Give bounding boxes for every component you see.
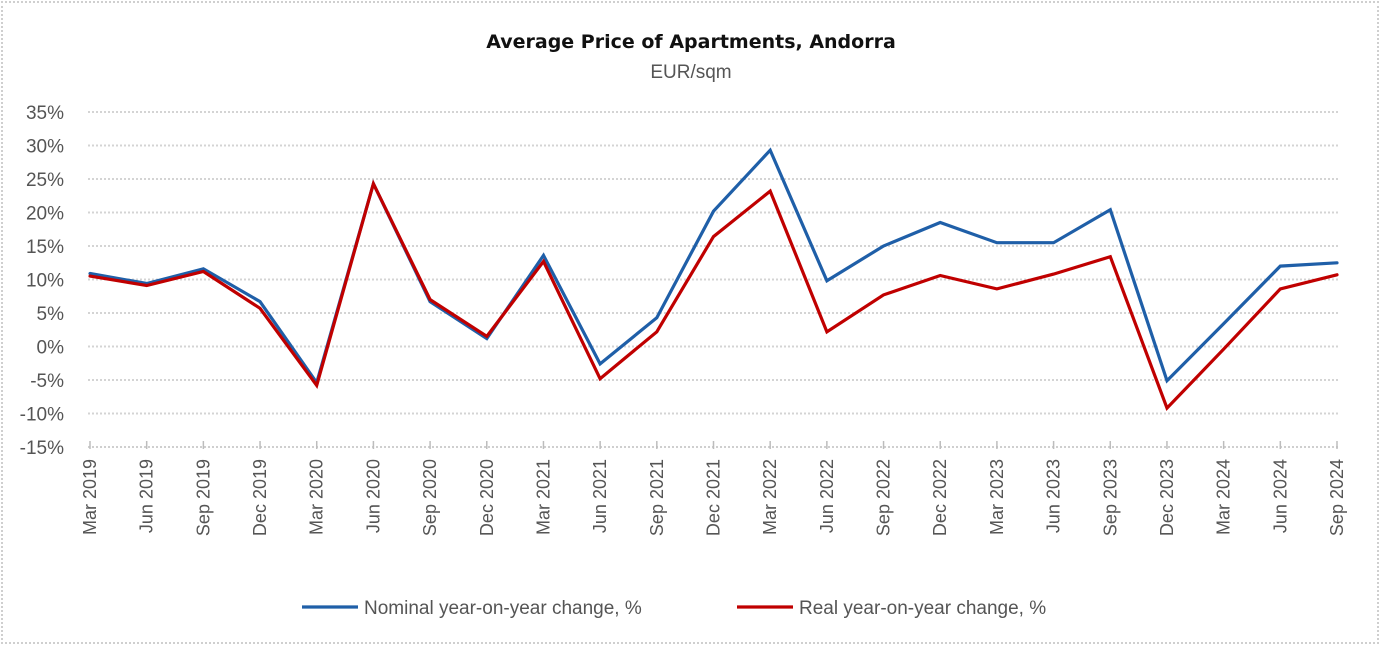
x-tick-label: Dec 2020 bbox=[477, 459, 497, 536]
y-tick-label: 20% bbox=[26, 204, 64, 225]
x-tick-label: Dec 2022 bbox=[930, 459, 950, 536]
y-tick-label: 5% bbox=[37, 304, 65, 325]
legend-label-nominal[interactable]: Nominal year-on-year change, % bbox=[364, 598, 642, 619]
x-tick-label: Mar 2023 bbox=[987, 459, 1007, 535]
x-tick-label: Dec 2023 bbox=[1157, 459, 1177, 536]
y-tick-label: -5% bbox=[30, 371, 64, 392]
x-tick-label: Jun 2023 bbox=[1044, 459, 1064, 533]
x-tick-label: Mar 2020 bbox=[307, 459, 327, 535]
series-line-nominal[interactable] bbox=[88, 147, 1339, 387]
x-tick-label: Sep 2023 bbox=[1100, 459, 1120, 536]
chart-subtitle: EUR/sqm bbox=[650, 62, 731, 83]
series-lines bbox=[88, 147, 1339, 412]
x-tick-label: Jun 2020 bbox=[363, 459, 383, 533]
y-tick-label: 25% bbox=[26, 170, 64, 191]
legend: Nominal year-on-year change, % Real year… bbox=[302, 598, 1046, 619]
y-tick-label: 35% bbox=[26, 103, 64, 124]
x-tick-label: Jun 2024 bbox=[1270, 459, 1290, 533]
series-line-real[interactable] bbox=[88, 179, 1339, 412]
x-tick-label: Mar 2019 bbox=[80, 459, 100, 535]
x-axis: Mar 2019 Jun 2019 Sep 2019 Dec 2019 Mar 2020… bbox=[80, 441, 1347, 536]
y-tick-label: -15% bbox=[20, 438, 64, 459]
gridlines bbox=[88, 111, 1340, 448]
x-tick-label: Sep 2020 bbox=[420, 459, 440, 536]
x-tick-label: Mar 2022 bbox=[760, 459, 780, 535]
x-tick-label: Sep 2022 bbox=[874, 459, 894, 536]
x-tick-label: Jun 2021 bbox=[590, 459, 610, 533]
x-tick-label: Jun 2019 bbox=[137, 459, 157, 533]
y-tick-label: 10% bbox=[26, 271, 64, 292]
x-tick-label: Dec 2019 bbox=[250, 459, 270, 536]
legend-label-real[interactable]: Real year-on-year change, % bbox=[799, 598, 1046, 619]
x-tick-label: Jun 2022 bbox=[817, 459, 837, 533]
x-tick-label: Mar 2024 bbox=[1214, 459, 1234, 535]
x-tick-label: Sep 2021 bbox=[647, 459, 667, 536]
x-tick-label: Mar 2021 bbox=[533, 459, 553, 535]
y-tick-label: -10% bbox=[20, 405, 64, 426]
x-tick-label: Sep 2019 bbox=[193, 459, 213, 536]
y-axis: 35% 30% 25% 20% 15% 10% 5% 0% -5% -10% -15% bbox=[20, 103, 64, 459]
y-tick-label: 0% bbox=[37, 338, 65, 359]
y-tick-label: 30% bbox=[26, 137, 64, 158]
y-tick-label: 15% bbox=[26, 237, 64, 258]
x-tick-label: Dec 2021 bbox=[704, 459, 724, 536]
x-tick-label: Sep 2024 bbox=[1327, 459, 1347, 536]
chart-title: Average Price of Apartments, Andorra bbox=[486, 31, 896, 53]
